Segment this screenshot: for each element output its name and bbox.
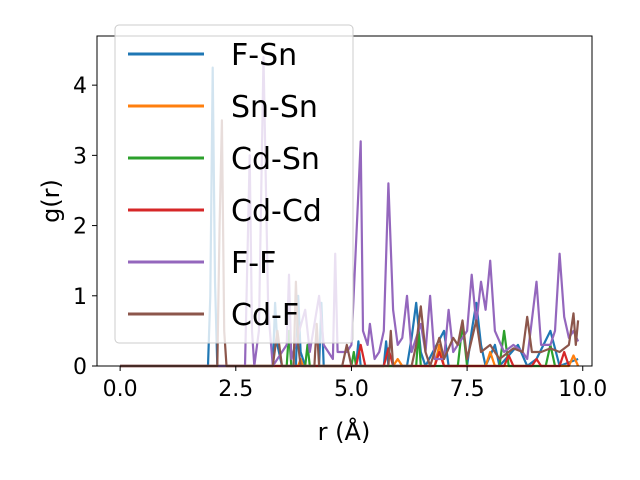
x-tick-label: 5.0	[334, 377, 369, 402]
y-tick-label: 0	[73, 355, 87, 380]
x-tick-label: 7.5	[450, 377, 485, 402]
legend-label-sn-sn: Sn-Sn	[231, 90, 318, 125]
series-line-cd-f	[120, 119, 580, 368]
legend-label-f-f: F-F	[231, 246, 276, 281]
legend-label-f-sn: F-Sn	[231, 38, 297, 73]
x-axis-label: r (Å)	[318, 417, 371, 446]
x-tick-label: 10.0	[558, 377, 607, 402]
y-axis-label: g(r)	[37, 179, 65, 223]
x-tick-label: 0.0	[103, 377, 138, 402]
y-tick-label: 3	[73, 144, 87, 169]
y-tick-label: 2	[73, 215, 87, 240]
x-axis-ticks: 0.0 2.5 5.0 7.5 10.0	[103, 366, 607, 402]
legend-label-cd-f: Cd-F	[231, 298, 299, 333]
legend: F-Sn Sn-Sn Cd-Sn Cd-Cd F-F Cd-F	[114, 24, 354, 344]
x-tick-label: 2.5	[218, 377, 253, 402]
y-tick-label: 1	[73, 285, 87, 310]
legend-label-cd-sn: Cd-Sn	[231, 142, 320, 177]
y-tick-label: 4	[73, 74, 87, 99]
y-axis-ticks: 0 1 2 3 4	[73, 74, 97, 380]
legend-label-cd-cd: Cd-Cd	[231, 194, 322, 229]
